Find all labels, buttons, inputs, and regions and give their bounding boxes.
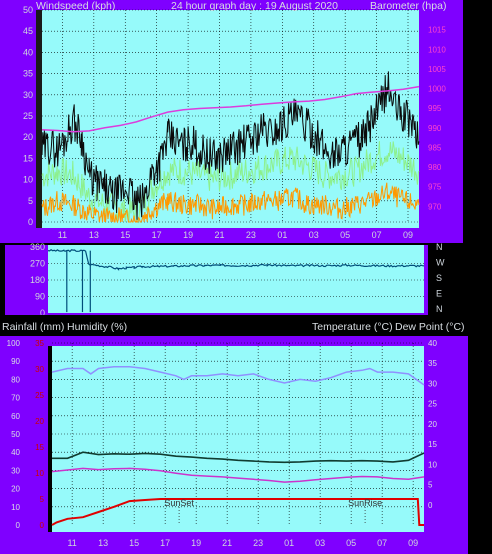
y2-tick-label: 985 xyxy=(428,143,442,152)
x-tick-label: 03 xyxy=(309,230,319,240)
humidity-tick-label: 70 xyxy=(11,394,20,403)
x-tick-label: 13 xyxy=(89,230,99,240)
y-tick-label: 40 xyxy=(23,47,33,57)
rainfall-axis-label: Rainfall (mm) xyxy=(2,321,64,333)
top-left-axis-band xyxy=(0,0,36,243)
temp-tick-label: 15 xyxy=(428,440,437,449)
y2-tick-label: 990 xyxy=(428,124,442,133)
rain-tick-label: 0 xyxy=(40,521,45,530)
x-tick-label: 19 xyxy=(183,230,193,240)
y2-tick-label: 1015 xyxy=(428,26,446,35)
windspeed-plot-area xyxy=(42,10,419,228)
rain-tick-label: 20 xyxy=(35,417,44,426)
temp-tick-label: 30 xyxy=(428,379,437,388)
y-tick-label: 35 xyxy=(23,69,33,79)
x-tick-label: 11 xyxy=(58,230,67,240)
x-tick-label: 07 xyxy=(372,230,382,240)
y2-tick-label: 1005 xyxy=(428,65,446,74)
temp-tick-label: 35 xyxy=(428,359,437,368)
x-tick-label: 03 xyxy=(315,538,325,548)
compass-label: W xyxy=(436,258,445,268)
x-tick-label: 23 xyxy=(253,538,263,548)
humidity-tick-label: 10 xyxy=(11,503,20,512)
temp-tick-label: 5 xyxy=(428,481,433,490)
x-tick-label: 21 xyxy=(214,230,224,240)
x-tick-label: 15 xyxy=(129,538,139,548)
humidity-tick-label: 80 xyxy=(11,375,20,384)
y2-tick-label: 975 xyxy=(428,183,442,192)
direction-tick-label: 360 xyxy=(30,242,45,252)
rain-tick-label: 25 xyxy=(35,391,44,400)
humidity-tick-label: 100 xyxy=(7,339,21,348)
x-tick-label: 09 xyxy=(408,538,418,548)
y2-tick-label: 1010 xyxy=(428,45,446,54)
compass-label: N xyxy=(436,242,443,252)
sun-annotation: SunRise xyxy=(348,498,382,508)
x-tick-label: 17 xyxy=(160,538,170,548)
x-tick-label: 01 xyxy=(284,538,294,548)
humidity-axis-label: Humidity (%) xyxy=(67,321,127,333)
direction-tick-label: 270 xyxy=(30,259,45,269)
compass-label: N xyxy=(436,304,443,314)
y2-tick-label: 980 xyxy=(428,163,442,172)
temp-tick-label: 25 xyxy=(428,400,437,409)
y-tick-label: 45 xyxy=(23,26,33,36)
y-tick-label: 10 xyxy=(23,175,33,185)
temp-tick-label: 20 xyxy=(428,420,437,429)
temp-tick-label: 40 xyxy=(428,339,437,348)
compass-label: E xyxy=(436,289,442,299)
y2-tick-label: 1000 xyxy=(428,85,446,94)
chart-title: 24 hour graph day : 19 August 2020 xyxy=(171,0,338,12)
y-tick-label: 50 xyxy=(23,5,33,15)
y-tick-label: 15 xyxy=(23,153,33,163)
direction-plot-area xyxy=(48,245,424,313)
y-tick-label: 30 xyxy=(23,90,33,100)
humidity-tick-label: 90 xyxy=(11,357,20,366)
humidity-tick-label: 60 xyxy=(11,412,20,421)
dewpoint-axis-label: Dew Point (°C) xyxy=(395,321,465,333)
x-tick-label: 23 xyxy=(246,230,256,240)
x-tick-label: 05 xyxy=(346,538,356,548)
y-tick-label: 25 xyxy=(23,111,33,121)
rain-tick-label: 5 xyxy=(40,495,45,504)
compass-label: S xyxy=(436,273,442,283)
rain-tick-label: 10 xyxy=(35,469,44,478)
sun-annotation: SunSet xyxy=(164,498,194,508)
y2-tick-label: 970 xyxy=(428,202,442,211)
direction-tick-label: 180 xyxy=(30,275,45,285)
x-tick-label: 13 xyxy=(98,538,108,548)
y2-tick-label: 995 xyxy=(428,104,442,113)
humidity-tick-label: 30 xyxy=(11,466,20,475)
x-tick-label: 15 xyxy=(120,230,130,240)
temp-tick-label: 0 xyxy=(428,501,433,510)
x-tick-label: 17 xyxy=(152,230,162,240)
temp-tick-label: 10 xyxy=(428,460,437,469)
y-tick-label: 0 xyxy=(28,217,33,227)
x-tick-label: 01 xyxy=(277,230,287,240)
rain-tick-label: 15 xyxy=(35,443,44,452)
direction-tick-label: 90 xyxy=(35,292,45,302)
humidity-tick-label: 20 xyxy=(11,485,20,494)
x-tick-label: 21 xyxy=(222,538,232,548)
y-tick-label: 5 xyxy=(28,196,33,206)
rain-tick-label: 35 xyxy=(35,339,44,348)
humidity-tick-label: 0 xyxy=(16,521,21,530)
rain-tick-label: 30 xyxy=(35,365,44,374)
humidity-tick-label: 50 xyxy=(11,430,20,439)
temperature-axis-label: Temperature (°C) xyxy=(312,321,393,333)
humidity-tick-label: 40 xyxy=(11,448,20,457)
y-tick-label: 20 xyxy=(23,132,33,142)
x-tick-label: 11 xyxy=(67,538,76,548)
x-tick-label: 05 xyxy=(340,230,350,240)
x-tick-label: 09 xyxy=(403,230,413,240)
x-tick-label: 19 xyxy=(191,538,201,548)
x-tick-label: 07 xyxy=(377,538,387,548)
